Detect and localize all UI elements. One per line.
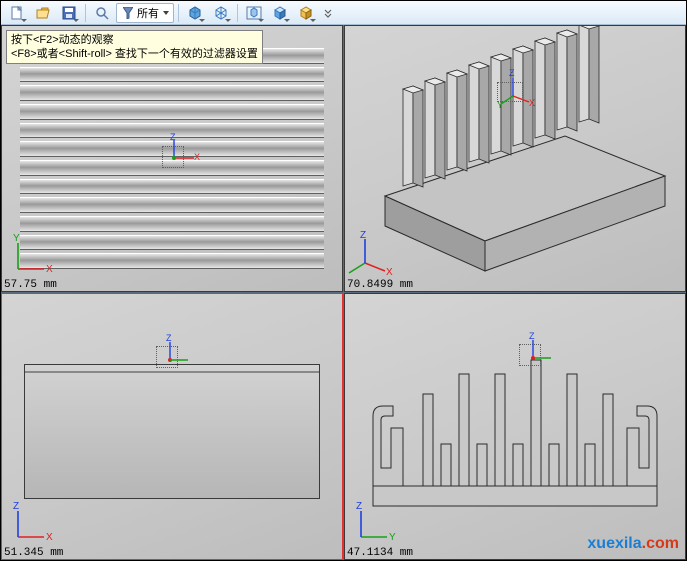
svg-text:Y: Y [497,100,503,110]
toolbar-separator [237,4,238,22]
viewport-scale: 51.345 mm [2,547,65,559]
toolbar-overflow-button[interactable] [320,2,336,24]
toolbar-separator [178,4,179,22]
chevron-down-icon [199,19,205,22]
svg-text:Z: Z [529,331,535,341]
work-csys: Z [523,336,563,376]
save-button[interactable] [57,2,81,24]
fit-view-button[interactable] [242,2,266,24]
work-csys: Z [160,338,200,378]
svg-text:Z: Z [509,68,515,78]
work-csys: X Y Z [501,76,541,116]
viewport-iso[interactable]: X Y Z X Z 70.8499 mm [344,25,686,292]
svg-text:Z: Z [356,501,362,512]
viewport-front[interactable]: Z X Z 51.345 mm [1,293,343,560]
open-button[interactable] [31,2,55,24]
chevron-down-icon [258,19,264,22]
svg-text:X: X [529,98,535,108]
search-button[interactable] [90,2,114,24]
tooltip-line: <F8>或者<Shift-roll> 查找下一个有效的过滤器设置 [11,47,258,61]
filter-dropdown[interactable]: 所有 [116,3,174,23]
svg-text:X: X [46,532,53,543]
svg-text:Z: Z [170,132,176,142]
viewport-scale: 57.75 mm [2,279,59,291]
view-triad: X Y [10,231,56,277]
viewport-grid: 按下<F2>动态的观察 <F8>或者<Shift-roll> 查找下一个有效的过… [1,25,686,560]
svg-text:X: X [46,264,53,275]
viewport-scale: 70.8499 mm [345,279,415,291]
chevron-down-icon [225,19,231,22]
heatsink-front [24,364,320,499]
view-triad: X Z [353,231,399,277]
svg-text:X: X [194,152,200,162]
svg-text:X: X [386,267,393,278]
svg-text:Z: Z [166,333,172,343]
main-toolbar: 所有 [1,1,686,25]
svg-text:Y: Y [13,233,20,244]
chevron-down-icon [284,19,290,22]
chevron-down-icon [73,19,79,22]
svg-text:Y: Y [389,532,396,543]
viewport-top[interactable]: 按下<F2>动态的观察 <F8>或者<Shift-roll> 查找下一个有效的过… [1,25,343,292]
chevron-down-icon [21,19,27,22]
hint-tooltip: 按下<F2>动态的观察 <F8>或者<Shift-roll> 查找下一个有效的过… [6,30,263,64]
chevron-down-icon [163,11,169,15]
new-button[interactable] [5,2,29,24]
toolbar-separator [85,4,86,22]
filter-label: 所有 [137,5,159,21]
filter-funnel-icon [123,7,133,19]
display-shaded-button[interactable] [183,2,207,24]
view-triad: X Z [10,499,56,545]
chevron-down-icon [310,19,316,22]
viewport-scale: 47.1134 mm [345,547,415,559]
svg-text:Z: Z [360,230,366,241]
viewport-right[interactable]: Z Y Z 47.1134 mm xuexila.com [344,293,686,560]
iso-view-button[interactable] [268,2,292,24]
tooltip-line: 按下<F2>动态的观察 [11,33,258,47]
display-wire-button[interactable] [209,2,233,24]
render-style-button[interactable] [294,2,318,24]
work-csys: X Z [164,138,204,178]
app-root: 所有 按下 [0,0,687,561]
view-triad: Y Z [353,499,399,545]
svg-text:Z: Z [13,501,19,512]
